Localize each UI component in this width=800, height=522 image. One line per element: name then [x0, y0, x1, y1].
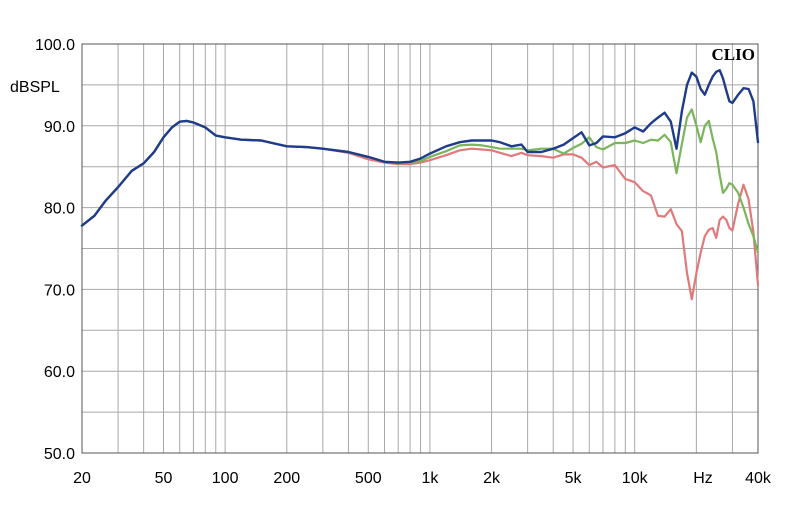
- series-line-3: [80, 68, 760, 227]
- x-tick-label: 50: [155, 470, 173, 487]
- series-line-1: [80, 119, 760, 301]
- y-tick-label: 50.0: [44, 446, 75, 463]
- series-line-2: [80, 108, 760, 254]
- y-tick-label: 70.0: [44, 282, 75, 299]
- x-axis-label: Hz: [693, 470, 713, 487]
- y-tick-label: 80.0: [44, 201, 75, 218]
- x-tick-label: 10k: [622, 470, 649, 487]
- y-tick-label: 60.0: [44, 364, 75, 381]
- y-tick-label: 100.0: [35, 37, 75, 54]
- brand-watermark: CLIO: [712, 45, 755, 64]
- x-tick-label: 200: [273, 470, 300, 487]
- y-tick-label: 90.0: [44, 119, 75, 136]
- x-tick-label: 1k: [421, 470, 439, 487]
- y-tick-labels: 100.0 90.0 80.0 70.0 60.0 50.0: [35, 37, 75, 463]
- series-layer: [80, 68, 760, 301]
- x-tick-label: 40k: [745, 470, 772, 487]
- x-tick-label: 2k: [483, 470, 501, 487]
- x-tick-label: 500: [355, 470, 382, 487]
- plot-frame: [81, 43, 759, 454]
- y-axis-label: dBSPL: [10, 79, 60, 96]
- x-tick-label: 5k: [565, 470, 583, 487]
- x-tick-labels: 20 50 100 200 500 1k 2k 5k 10k 40k: [73, 470, 772, 487]
- x-tick-label: 20: [73, 470, 91, 487]
- chart-grid: [82, 44, 758, 453]
- x-tick-label: 100: [212, 470, 239, 487]
